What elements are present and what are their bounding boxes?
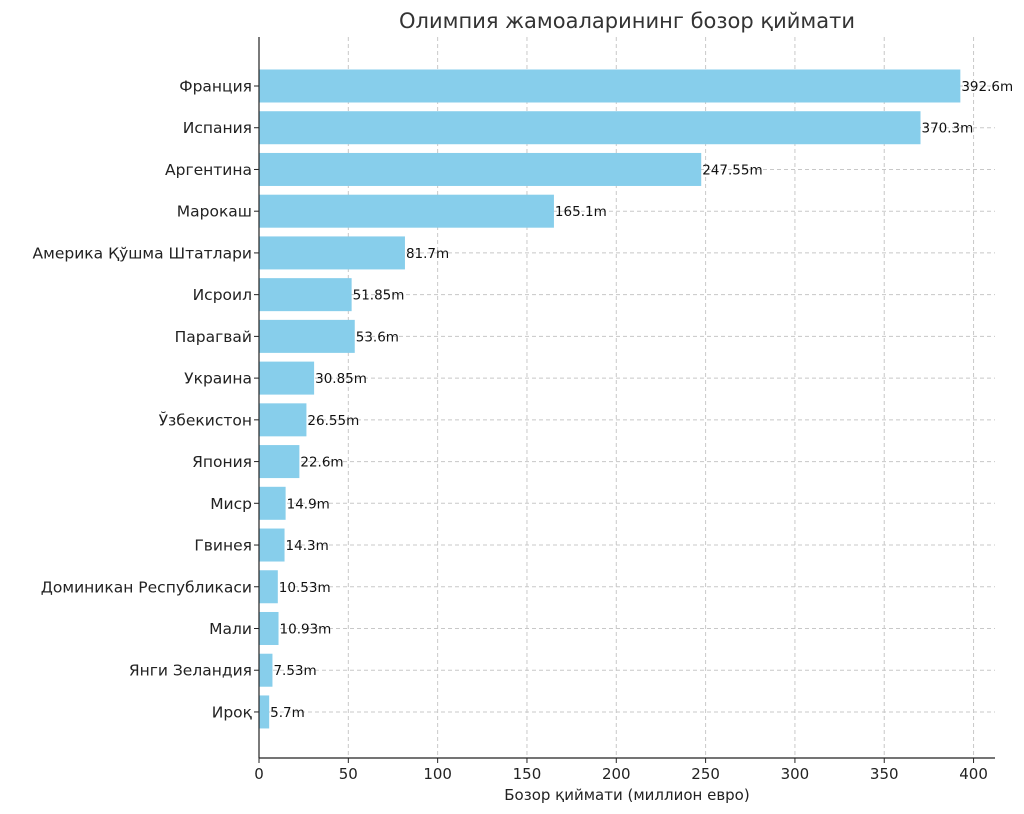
- x-tick-label-3: 150: [513, 765, 542, 783]
- data-label-15: 5.7m: [270, 705, 305, 721]
- data-label-1: 370.3m: [922, 121, 974, 137]
- bar-0: [259, 69, 961, 103]
- bar-2: [259, 152, 702, 186]
- category-label-2: Аргентина: [165, 161, 252, 179]
- bar-1: [259, 111, 921, 145]
- category-label-9: Япония: [192, 453, 252, 471]
- category-label-7: Украина: [184, 370, 252, 388]
- bar-14: [259, 653, 273, 687]
- data-label-3: 165.1m: [555, 204, 607, 220]
- data-label-4: 81.7m: [406, 246, 449, 262]
- data-label-9: 22.6m: [300, 455, 343, 471]
- category-label-4: Америка Қўшма Штатлари: [33, 244, 252, 262]
- category-label-8: Ўзбекистон: [159, 410, 252, 429]
- category-label-15: Ироқ: [212, 703, 253, 721]
- category-label-10: Миср: [210, 495, 252, 513]
- x-axis-label: Бозор қиймати (миллион евро): [504, 786, 749, 804]
- category-label-6: Парагвай: [175, 328, 252, 346]
- bar-13: [259, 611, 279, 645]
- data-label-2: 247.55m: [702, 162, 762, 178]
- x-ticks: 0 50 100 150 200 250 300 350 400: [254, 758, 988, 783]
- chart-title: Олимпия жамоаларининг бозор қиймати: [399, 9, 855, 33]
- data-label-5: 51.85m: [353, 288, 405, 304]
- category-label-13: Мали: [209, 620, 252, 638]
- category-label-14: Янги Зеландия: [129, 662, 252, 680]
- category-labels: Франция Испания Аргентина Марокаш Америка Қў…: [33, 78, 259, 721]
- x-tick-label-4: 200: [602, 765, 631, 783]
- x-tick-label-0: 0: [254, 765, 264, 783]
- bar-9: [259, 445, 300, 479]
- x-tick-label-2: 100: [423, 765, 452, 783]
- bar-15: [259, 695, 270, 729]
- data-label-11: 14.3m: [286, 538, 329, 554]
- category-label-11: Гвинея: [194, 537, 252, 555]
- data-label-7: 30.85m: [315, 371, 367, 387]
- data-labels: 392.6m 370.3m 247.55m 165.1m 81.7m 51.85m 53.6…: [270, 79, 1013, 721]
- bar-3: [259, 194, 554, 228]
- bar-12: [259, 570, 278, 604]
- data-label-6: 53.6m: [356, 329, 399, 345]
- bar-11: [259, 528, 285, 562]
- bar-5: [259, 278, 352, 312]
- grid: [258, 37, 995, 758]
- bar-4: [259, 236, 405, 270]
- data-label-13: 10.93m: [280, 621, 332, 637]
- x-tick-label-7: 350: [870, 765, 899, 783]
- x-tick-label-1: 50: [339, 765, 358, 783]
- x-tick-label-5: 250: [691, 765, 720, 783]
- category-label-12: Доминикан Республикаси: [41, 578, 252, 596]
- category-label-0: Франция: [179, 78, 252, 96]
- category-label-3: Марокаш: [177, 203, 252, 221]
- data-label-12: 10.53m: [279, 580, 331, 596]
- bars: [259, 69, 961, 729]
- data-label-10: 14.9m: [287, 496, 330, 512]
- axes: [258, 37, 995, 759]
- x-tick-label-6: 300: [781, 765, 810, 783]
- x-tick-label-8: 400: [959, 765, 988, 783]
- category-label-5: Исроил: [193, 286, 252, 304]
- category-label-1: Испания: [183, 119, 252, 137]
- data-label-14: 7.53m: [273, 663, 316, 679]
- bar-7: [259, 361, 315, 395]
- bar-6: [259, 319, 355, 353]
- bar-10: [259, 486, 286, 520]
- data-label-8: 26.55m: [307, 413, 359, 429]
- data-label-0: 392.6m: [961, 79, 1013, 95]
- bar-8: [259, 403, 307, 437]
